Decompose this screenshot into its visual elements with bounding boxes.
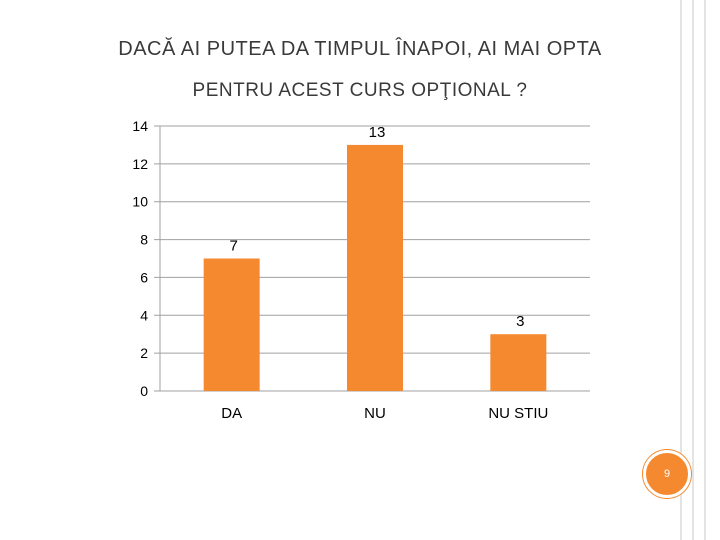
frame-line (704, 0, 706, 540)
frame-line (680, 0, 682, 540)
data-label: 7 (229, 238, 237, 255)
slide-title-line-1: DACĂ AI PUTEA DA TIMPUL ÎNAPOI, AI MAI O… (118, 38, 602, 60)
data-label: 13 (369, 124, 386, 141)
bar (203, 258, 260, 391)
y-tick-label: 0 (140, 383, 148, 399)
y-tick-label: 10 (132, 194, 148, 210)
y-tick-label: 8 (140, 232, 148, 248)
category-label: NU STIU (488, 405, 548, 422)
category-label: NU (364, 405, 386, 422)
y-tick-label: 14 (132, 118, 148, 134)
y-tick-label: 12 (132, 156, 148, 172)
y-tick-label: 4 (140, 307, 148, 323)
page-number-badge: 9 (643, 450, 691, 498)
y-tick-label: 2 (140, 345, 148, 361)
category-label: DA (221, 405, 242, 422)
bar (490, 334, 547, 391)
slide-title-line-2: PENTRU ACEST CURS OPŢIONAL ? (192, 80, 528, 101)
data-label: 3 (516, 313, 524, 330)
bar (347, 144, 403, 391)
y-tick-label: 6 (140, 269, 148, 285)
frame-line (692, 0, 694, 540)
